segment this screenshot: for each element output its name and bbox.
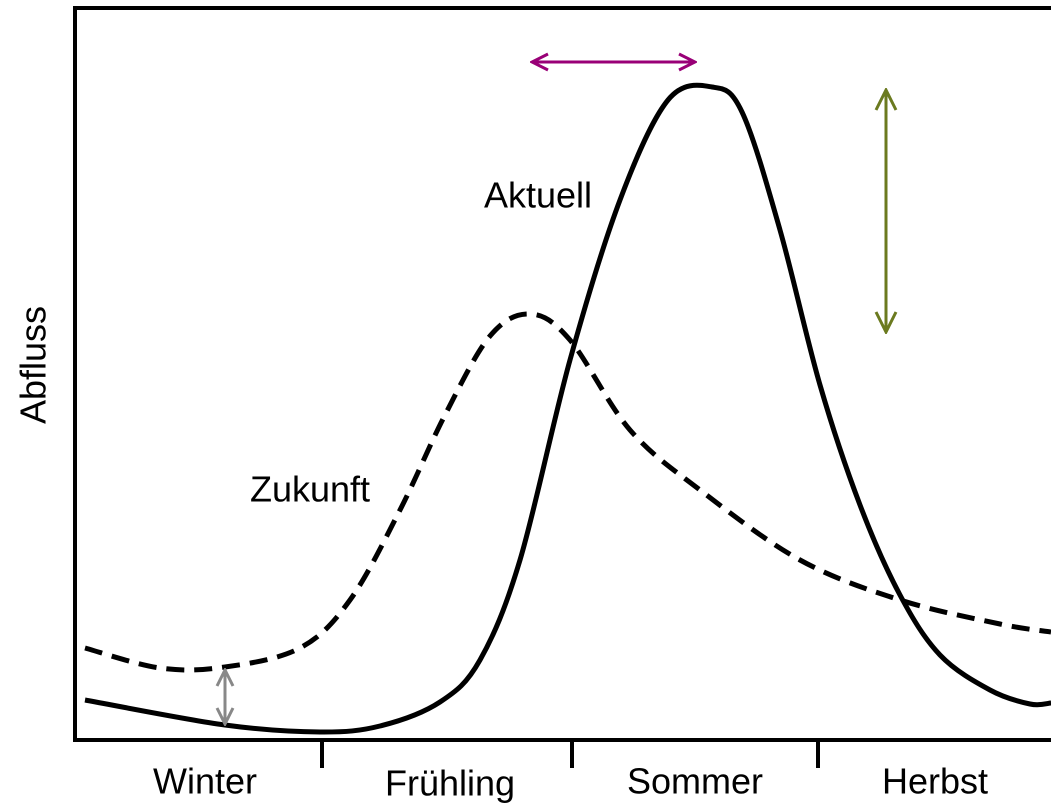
curve-zukunft — [84, 311, 1051, 673]
season-label: Sommer — [627, 761, 763, 802]
curve-label: Aktuell — [484, 175, 592, 216]
season-label: Winter — [153, 761, 257, 802]
season-label: Frühling — [385, 763, 515, 804]
season-label: Herbst — [882, 761, 988, 802]
curve-label: Zukunft — [250, 469, 370, 510]
axis-label: Abfluss — [13, 306, 54, 424]
frame — [73, 6, 1051, 740]
curve-aktuell — [84, 82, 1051, 735]
